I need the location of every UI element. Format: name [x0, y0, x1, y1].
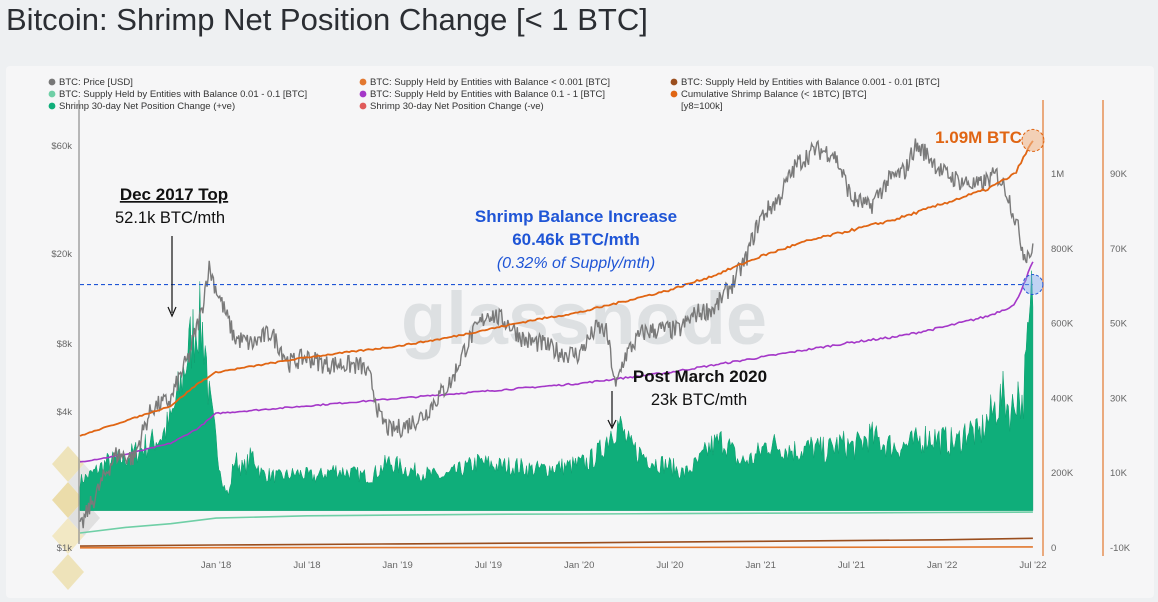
change-tick-label: -10K: [1110, 543, 1131, 554]
legend-dot-icon: [48, 78, 56, 86]
annotation-march-arrowhead-icon: [607, 419, 617, 430]
legend-item-negative-change[interactable]: Shrimp 30-day Net Position Change (-ve): [359, 101, 544, 112]
annotation-balance-increase: Shrimp Balance Increase 60.46k BTC/mth (…: [475, 207, 677, 272]
legend-item-supply-0001-001[interactable]: BTC: Supply Held by Entities with Balanc…: [670, 77, 940, 88]
legend-label: BTC: Supply Held by Entities with Balanc…: [681, 77, 940, 88]
legend: BTC: Price [USD] BTC: Supply Held by Ent…: [48, 77, 940, 112]
change-tick-label: 50K: [1110, 319, 1128, 330]
annotation-increase-pct: (0.32% of Supply/mth): [497, 255, 655, 272]
annotation-current-balance-text: 1.09M BTC: [935, 128, 1022, 147]
supply-001-01-line: [79, 511, 1033, 534]
price-tick-label: $20k: [51, 249, 72, 260]
supply-0001-001-line: [79, 537, 1033, 547]
change-tick-label: 30K: [1110, 393, 1128, 404]
balance-tick-label: 800K: [1051, 244, 1074, 255]
legend-item-supply-01-1[interactable]: BTC: Supply Held by Entities with Balanc…: [359, 89, 605, 100]
chart-panel: BTC: Price [USD] BTC: Supply Held by Ent…: [6, 66, 1154, 598]
x-tick-label: Jul '18: [293, 560, 320, 571]
balance-tick-label: 600K: [1051, 319, 1074, 330]
annotation-top-title: Dec 2017 Top: [120, 185, 228, 204]
x-tick-label: Jan '22: [927, 560, 957, 571]
supply-lt-0001-line: [79, 546, 1033, 549]
x-tick-label: Jul '22: [1019, 560, 1046, 571]
page-title: Bitcoin: Shrimp Net Position Change [< 1…: [6, 2, 648, 37]
annotation-march-value: 23k BTC/mth: [651, 391, 747, 409]
annotation-top-arrowhead-icon: [167, 306, 177, 318]
x-tick-label: Jan '20: [564, 560, 594, 571]
legend-item-supply-lt-0001[interactable]: BTC: Supply Held by Entities with Balanc…: [359, 77, 610, 88]
legend-dot-icon: [48, 90, 56, 98]
legend-item-supply-001-01[interactable]: BTC: Supply Held by Entities with Balanc…: [48, 89, 308, 100]
legend-dot-icon: [359, 102, 367, 110]
increase-highlight-circle: [1022, 274, 1044, 296]
legend-dot-icon: [359, 90, 367, 98]
legend-item-price[interactable]: BTC: Price [USD]: [48, 77, 133, 88]
x-tick-label: Jul '21: [838, 560, 865, 571]
annotation-top-value: 52.1k BTC/mth: [115, 209, 225, 227]
legend-note: [y8=100k]: [681, 101, 722, 112]
positive-change-area: [79, 270, 1034, 511]
legend-dot-icon: [359, 78, 367, 86]
annotation-march-title: Post March 2020: [633, 367, 767, 386]
price-line: [79, 138, 1034, 529]
legend-item-cumulative-shrimp[interactable]: Cumulative Shrimp Balance (< 1BTC) [BTC]: [670, 89, 867, 100]
balance-tick-label: 400K: [1051, 393, 1074, 404]
balance-highlight-circle: [1021, 128, 1045, 152]
annotation-dec-2017: Dec 2017 Top 52.1k BTC/mth: [115, 185, 228, 318]
x-tick-label: Jul '20: [656, 560, 683, 571]
annotation-increase-value: 60.46k BTC/mth: [512, 230, 640, 249]
annotation-increase-title: Shrimp Balance Increase: [475, 207, 677, 226]
legend-dot-icon: [670, 78, 678, 86]
x-tick-label: Jan '18: [201, 560, 231, 571]
annotation-march-2020: Post March 2020 23k BTC/mth: [607, 367, 767, 430]
price-tick-label: $60k: [51, 141, 72, 152]
change-tick-label: 70K: [1110, 244, 1128, 255]
balance-tick-label: 1M: [1051, 169, 1064, 180]
legend-label: BTC: Supply Held by Entities with Balanc…: [59, 89, 307, 100]
cumulative-shrimp-line: [79, 140, 1034, 437]
legend-label: BTC: Price [USD]: [59, 77, 133, 88]
balance-tick-label: 200K: [1051, 468, 1074, 479]
x-tick-label: Jul '19: [475, 560, 502, 571]
change-tick-label: 90K: [1110, 169, 1128, 180]
legend-dot-icon: [670, 90, 678, 98]
x-tick-label: Jan '21: [746, 560, 776, 571]
legend-label: BTC: Supply Held by Entities with Balanc…: [370, 89, 605, 100]
balance-tick-label: 0: [1051, 543, 1056, 554]
annotation-current-balance: 1.09M BTC: [935, 128, 1022, 147]
supply-01-1-line: [79, 261, 1034, 463]
change-tick-label: 10K: [1110, 468, 1128, 479]
chart-layer: Jan '18 Jul '18 Jan '19 Jul '19 Jan '20 Jul '…: [51, 128, 1131, 571]
price-tick-label: $4k: [57, 407, 73, 418]
chart-svg: BTC: Price [USD] BTC: Supply Held by Ent…: [48, 77, 1131, 590]
legend-label: Shrimp 30-day Net Position Change (-ve): [370, 101, 544, 112]
glassnode-logo-icon: [52, 446, 100, 590]
price-tick-label: $1k: [57, 543, 73, 554]
legend-label: Shrimp 30-day Net Position Change (+ve): [59, 101, 235, 112]
legend-label: BTC: Supply Held by Entities with Balanc…: [370, 77, 610, 88]
legend-item-positive-change[interactable]: Shrimp 30-day Net Position Change (+ve): [48, 101, 236, 112]
legend-label: Cumulative Shrimp Balance (< 1BTC) [BTC]: [681, 89, 867, 100]
legend-dot-icon: [48, 102, 56, 110]
x-tick-label: Jan '19: [382, 560, 412, 571]
price-tick-label: $8k: [57, 339, 73, 350]
